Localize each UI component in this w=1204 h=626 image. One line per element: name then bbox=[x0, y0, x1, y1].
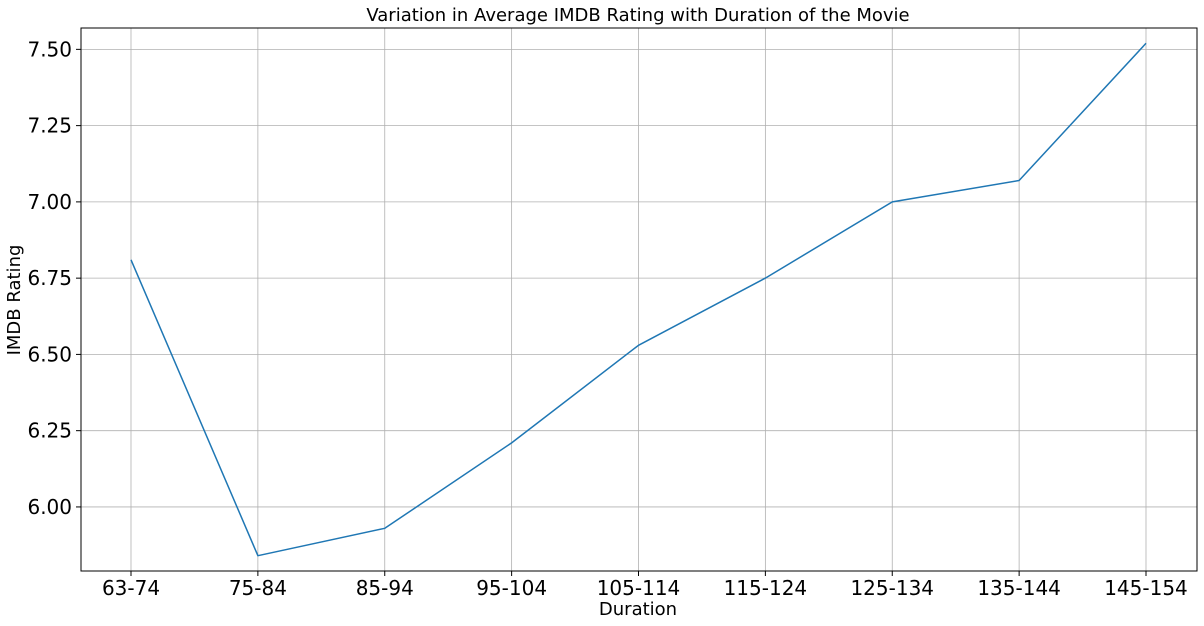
x-tick-label: 85-94 bbox=[356, 576, 414, 600]
x-axis-label: Duration bbox=[599, 599, 677, 620]
x-tick-label: 105-114 bbox=[597, 576, 681, 600]
x-tick-label: 95-104 bbox=[476, 576, 547, 600]
x-axis: 63-74 75-84 85-94 95-104 105-114 115-124 125-1… bbox=[102, 571, 1188, 600]
x-tick-label: 135-144 bbox=[977, 576, 1061, 600]
chart-title: Variation in Average IMDB Rating with Du… bbox=[366, 5, 909, 26]
y-tick-label: 7.25 bbox=[27, 114, 72, 138]
y-tick-label: 6.25 bbox=[27, 419, 72, 443]
x-tick-label: 75-84 bbox=[229, 576, 287, 600]
y-tick-label: 6.75 bbox=[27, 266, 72, 290]
y-axis: 6.00 6.25 6.50 6.75 7.00 7.25 7.50 bbox=[27, 37, 81, 519]
series-layer bbox=[130, 42, 1147, 557]
y-tick-label: 7.00 bbox=[27, 190, 72, 214]
grid bbox=[81, 28, 1197, 571]
y-axis-label: IMDB Rating bbox=[4, 245, 25, 356]
x-tick-label: 115-124 bbox=[724, 576, 808, 600]
y-tick-label: 6.00 bbox=[27, 495, 72, 519]
y-tick-label: 6.50 bbox=[27, 342, 72, 366]
y-tick-label: 7.50 bbox=[27, 37, 72, 61]
x-tick-label: 63-74 bbox=[102, 576, 160, 600]
x-tick-label: 125-134 bbox=[850, 576, 934, 600]
x-tick-label: 145-154 bbox=[1104, 576, 1188, 600]
plot-frame bbox=[80, 27, 1198, 572]
